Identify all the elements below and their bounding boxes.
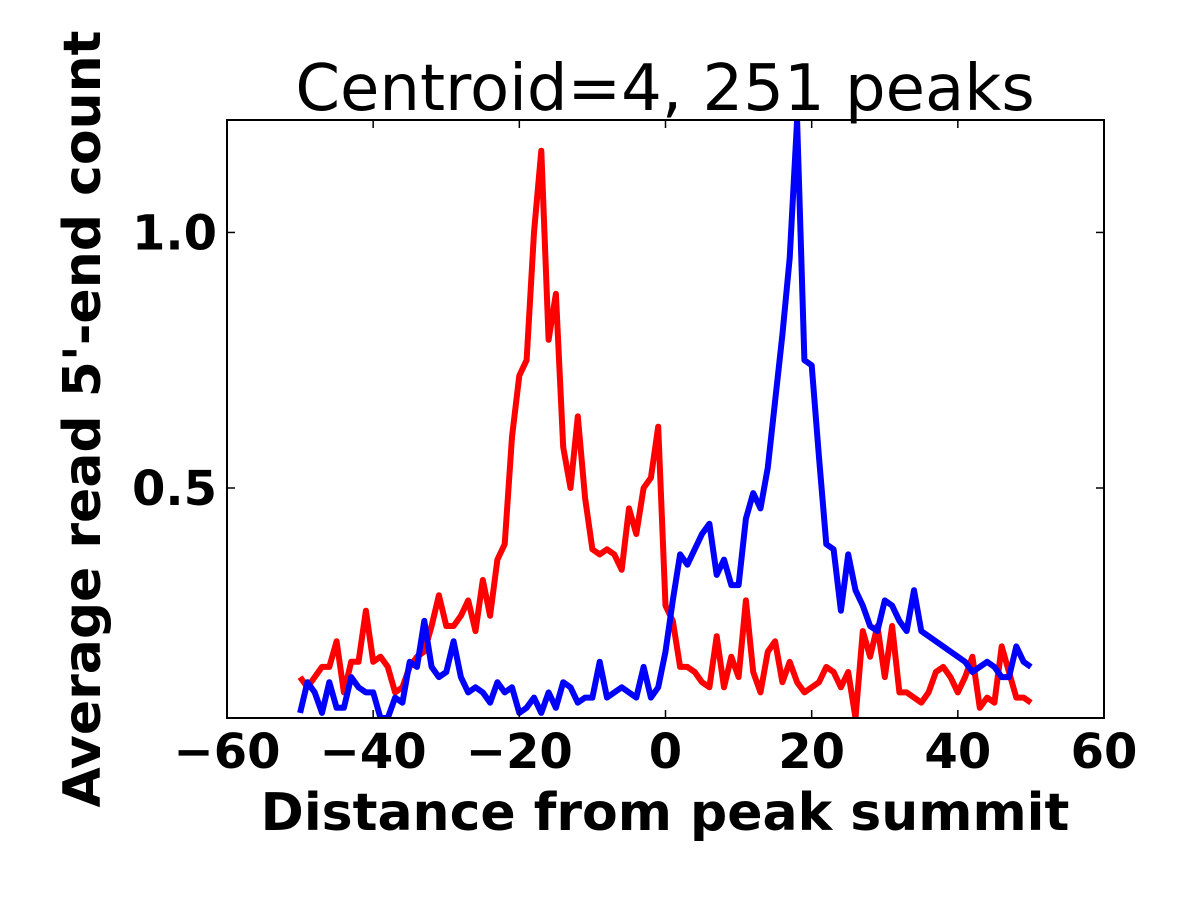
- x-tick-label: −20: [466, 724, 573, 780]
- y-tick-label: 1.0: [132, 205, 217, 261]
- series-layer: [297, 120, 1033, 718]
- chart-title: Centroid=4, 251 peaks: [295, 52, 1034, 126]
- x-tick-label: −60: [173, 724, 280, 780]
- series-line-2: [297, 120, 1033, 718]
- x-tick-label: 0: [649, 724, 682, 780]
- x-tick-label: −40: [320, 724, 427, 780]
- x-tick-label: 60: [1071, 724, 1138, 780]
- plot-frame: [226, 119, 1105, 719]
- x-tick-label: 40: [924, 724, 991, 780]
- x-tick-label: 20: [778, 724, 845, 780]
- plot-area: −60 −40 −20 0 20 40 60 0.5 1.0: [132, 119, 1137, 780]
- y-tick-label: 0.5: [132, 461, 217, 517]
- tick-layer: −60 −40 −20 0 20 40 60 0.5 1.0: [132, 120, 1137, 780]
- x-axis-label: Distance from peak summit: [261, 783, 1070, 843]
- y-axis-label: Average read 5'-end count: [53, 31, 113, 808]
